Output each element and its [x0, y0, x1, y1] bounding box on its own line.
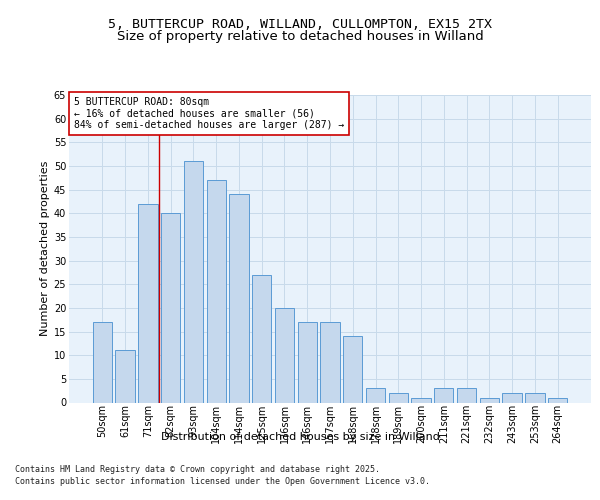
- Text: Size of property relative to detached houses in Willand: Size of property relative to detached ho…: [116, 30, 484, 43]
- Bar: [298, 322, 317, 402]
- Bar: [389, 393, 408, 402]
- Text: 5, BUTTERCUP ROAD, WILLAND, CULLOMPTON, EX15 2TX: 5, BUTTERCUP ROAD, WILLAND, CULLOMPTON, …: [108, 18, 492, 30]
- Bar: [457, 388, 476, 402]
- Bar: [93, 322, 112, 402]
- Bar: [275, 308, 294, 402]
- Bar: [115, 350, 135, 403]
- Bar: [184, 161, 203, 402]
- Bar: [320, 322, 340, 402]
- Text: Contains HM Land Registry data © Crown copyright and database right 2025.: Contains HM Land Registry data © Crown c…: [15, 465, 380, 474]
- Bar: [525, 393, 545, 402]
- Text: Distribution of detached houses by size in Willand: Distribution of detached houses by size …: [161, 432, 439, 442]
- Y-axis label: Number of detached properties: Number of detached properties: [40, 161, 50, 336]
- Bar: [479, 398, 499, 402]
- Bar: [229, 194, 248, 402]
- Bar: [548, 398, 567, 402]
- Bar: [502, 393, 522, 402]
- Text: 5 BUTTERCUP ROAD: 80sqm
← 16% of detached houses are smaller (56)
84% of semi-de: 5 BUTTERCUP ROAD: 80sqm ← 16% of detache…: [74, 96, 344, 130]
- Bar: [366, 388, 385, 402]
- Bar: [412, 398, 431, 402]
- Bar: [434, 388, 454, 402]
- Bar: [252, 275, 271, 402]
- Bar: [138, 204, 158, 402]
- Text: Contains public sector information licensed under the Open Government Licence v3: Contains public sector information licen…: [15, 478, 430, 486]
- Bar: [343, 336, 362, 402]
- Bar: [206, 180, 226, 402]
- Bar: [161, 214, 181, 402]
